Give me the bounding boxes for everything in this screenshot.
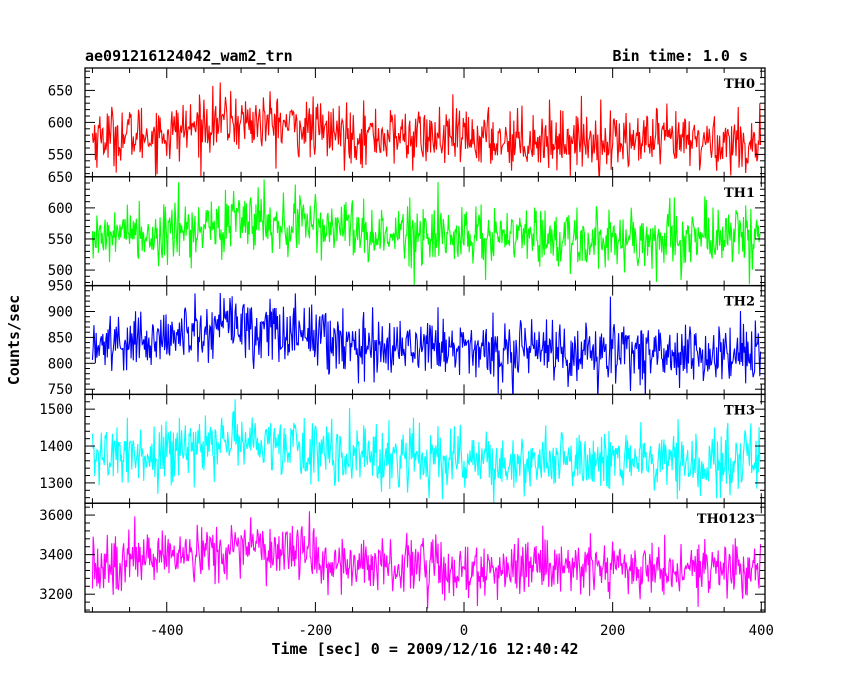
y-axis-title: Counts/sec — [5, 295, 23, 385]
y-tick-label: 900 — [48, 305, 73, 321]
x-tick-label: -200 — [299, 623, 333, 639]
panel-th0: 550 600 650 TH0 — [48, 67, 766, 178]
panel-frame — [84, 502, 766, 613]
series-line-th2 — [91, 292, 762, 395]
x-tick-label: 0 — [460, 623, 468, 639]
series-label-th3: TH3 — [724, 403, 755, 418]
y-tick-label: 800 — [48, 356, 73, 372]
series-line-th0 — [91, 82, 762, 177]
y-tick-label: 950 — [48, 279, 73, 295]
y-tick-label: 500 — [48, 263, 73, 279]
y-tick-label: 550 — [48, 232, 73, 248]
y-tick-label: 550 — [48, 147, 73, 163]
y-tick-label: 600 — [48, 115, 73, 131]
y-tick-label: 3600 — [39, 508, 73, 524]
y-tick-label: 3400 — [39, 548, 73, 564]
chart-title: ae091216124042_wam2_trn — [85, 47, 293, 65]
panel-th3: 1300 1400 1500 TH3 — [39, 393, 766, 504]
y-tick-label: 1500 — [39, 402, 73, 418]
panel-th0123: 3200 3400 3600 TH0123 — [39, 502, 766, 613]
bin-time-label: Bin time: 1.0 s — [613, 47, 748, 65]
x-tick-label: 200 — [600, 623, 625, 639]
y-tick-label: 600 — [48, 201, 73, 217]
x-axis: -400 -200 0 200 400 — [150, 623, 774, 639]
y-tick-label: 850 — [48, 330, 73, 346]
y-tick-label: 1300 — [39, 476, 73, 492]
y-tick-label: 650 — [48, 170, 73, 186]
series-line-th0123 — [91, 511, 762, 609]
series-label-th0123: TH0123 — [697, 512, 755, 527]
series-line-th1 — [91, 179, 761, 286]
series-line-th3 — [91, 399, 761, 504]
y-tick-label: 3200 — [39, 587, 73, 603]
x-axis-title: Time [sec] 0 = 2009/12/16 12:40:42 — [271, 640, 578, 658]
panel-frame — [84, 176, 766, 287]
series-label-th2: TH2 — [724, 295, 755, 310]
panels-group: 550 600 650 TH0 500 550 600 650 TH1 750 800 850 900 9… — [39, 67, 766, 613]
x-tick-label: 400 — [749, 623, 774, 639]
y-tick-label: 650 — [48, 83, 73, 99]
y-tick-label: 750 — [48, 382, 73, 398]
panel-th2: 750 800 850 900 950 TH2 — [48, 279, 766, 398]
x-tick-label: -400 — [150, 623, 184, 639]
panel-th1: 500 550 600 650 TH1 — [48, 170, 766, 287]
series-label-th1: TH1 — [724, 186, 755, 201]
series-label-th0: TH0 — [724, 77, 755, 92]
y-tick-label: 1400 — [39, 439, 73, 455]
